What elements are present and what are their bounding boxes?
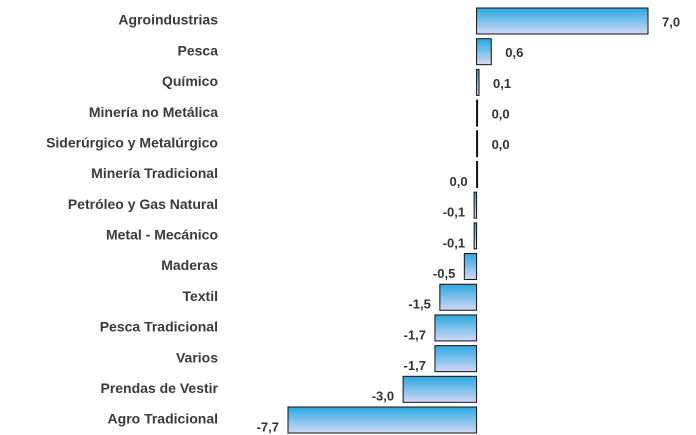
bar <box>473 191 478 219</box>
bar <box>476 160 479 188</box>
value-label: -0,5 <box>433 266 455 281</box>
bar <box>463 253 478 281</box>
category-label: Siderúrgico y Metalúrgico <box>46 134 218 150</box>
value-label: 0,6 <box>505 45 523 60</box>
bar <box>476 38 492 66</box>
category-label: Pesca Tradicional <box>100 319 218 335</box>
category-label: Químico <box>162 73 218 89</box>
bar <box>476 7 649 35</box>
category-label: Petróleo y Gas Natural <box>68 196 218 212</box>
value-label: -1,7 <box>404 327 426 342</box>
value-label: -7,7 <box>257 419 279 434</box>
category-label: Prendas de Vestir <box>100 380 218 396</box>
value-label: 0,1 <box>493 76 511 91</box>
category-label: Agroindustrias <box>118 12 218 28</box>
bar <box>476 68 480 96</box>
value-label: -1,7 <box>404 358 426 373</box>
value-label: -3,0 <box>372 389 394 404</box>
category-label: Maderas <box>161 257 218 273</box>
value-label: -0,1 <box>443 205 465 220</box>
bar <box>287 406 478 434</box>
bar <box>402 375 478 403</box>
value-label: 0,0 <box>449 174 467 189</box>
category-label: Varios <box>176 349 218 365</box>
category-label: Textil <box>182 288 218 304</box>
bar <box>434 345 478 373</box>
value-label: -0,1 <box>443 235 465 250</box>
value-label: 7,0 <box>662 14 680 29</box>
bar <box>434 314 478 342</box>
category-label: Minería no Metálica <box>89 104 218 120</box>
value-label: 0,0 <box>492 137 510 152</box>
bar <box>439 283 478 311</box>
bar <box>476 130 479 158</box>
bar <box>476 99 479 127</box>
category-label: Minería Tradicional <box>91 165 218 181</box>
category-label: Pesca <box>178 42 219 58</box>
category-label: Metal - Mecánico <box>106 227 218 243</box>
category-label: Agro Tradicional <box>108 411 218 427</box>
bar <box>473 222 478 250</box>
value-label: -1,5 <box>408 297 430 312</box>
value-label: 0,0 <box>492 107 510 122</box>
